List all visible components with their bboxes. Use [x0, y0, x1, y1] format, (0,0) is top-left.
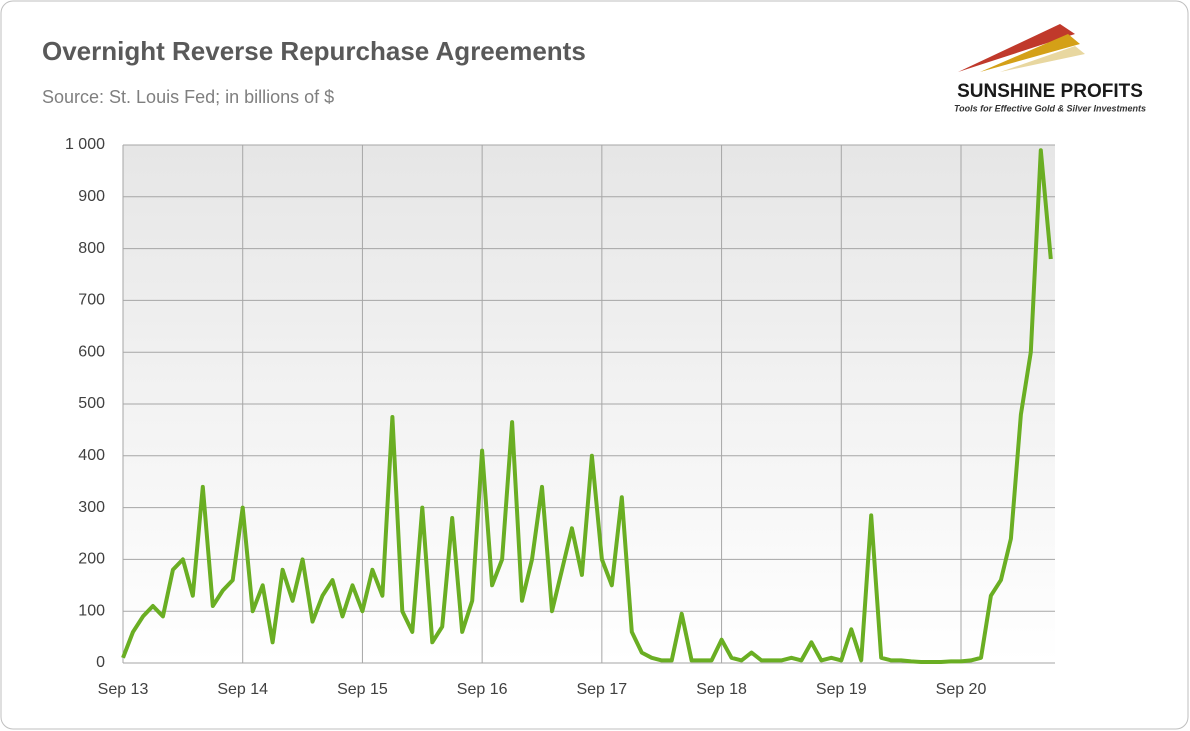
logo-name: SUNSHINE PROFITS [957, 81, 1143, 102]
logo-tagline: Tools for Effective Gold & Silver Invest… [954, 103, 1146, 113]
logo: SUNSHINE PROFITS Tools for Effective Gol… [954, 24, 1146, 113]
logo-ray [958, 24, 1075, 72]
y-tick-label: 1 000 [65, 136, 105, 153]
y-tick-label: 100 [78, 602, 105, 619]
chart-subtitle: Source: St. Louis Fed; in billions of $ [42, 87, 334, 107]
y-tick-label: 500 [78, 395, 105, 412]
y-tick-label: 800 [78, 240, 105, 257]
x-tick-label: Sep 15 [337, 681, 388, 698]
x-tick-label: Sep 19 [816, 681, 867, 698]
y-tick-label: 700 [78, 292, 105, 309]
y-tick-label: 200 [78, 551, 105, 568]
logo-ray [980, 34, 1080, 72]
x-tick-label: Sep 17 [576, 681, 627, 698]
y-tick-label: 0 [96, 654, 105, 671]
data-line [121, 148, 1053, 664]
chart-title: Overnight Reverse Repurchase Agreements [42, 36, 586, 66]
y-tick-label: 600 [78, 343, 105, 360]
x-tick-label: Sep 14 [217, 681, 268, 698]
x-tick-label: Sep 20 [936, 681, 987, 698]
y-tick-label: 400 [78, 447, 105, 464]
x-tick-label: Sep 13 [98, 681, 149, 698]
logo-ray [1000, 46, 1085, 72]
y-tick-label: 300 [78, 499, 105, 516]
y-tick-label: 900 [78, 188, 105, 205]
x-tick-label: Sep 18 [696, 681, 747, 698]
x-tick-label: Sep 16 [457, 681, 508, 698]
